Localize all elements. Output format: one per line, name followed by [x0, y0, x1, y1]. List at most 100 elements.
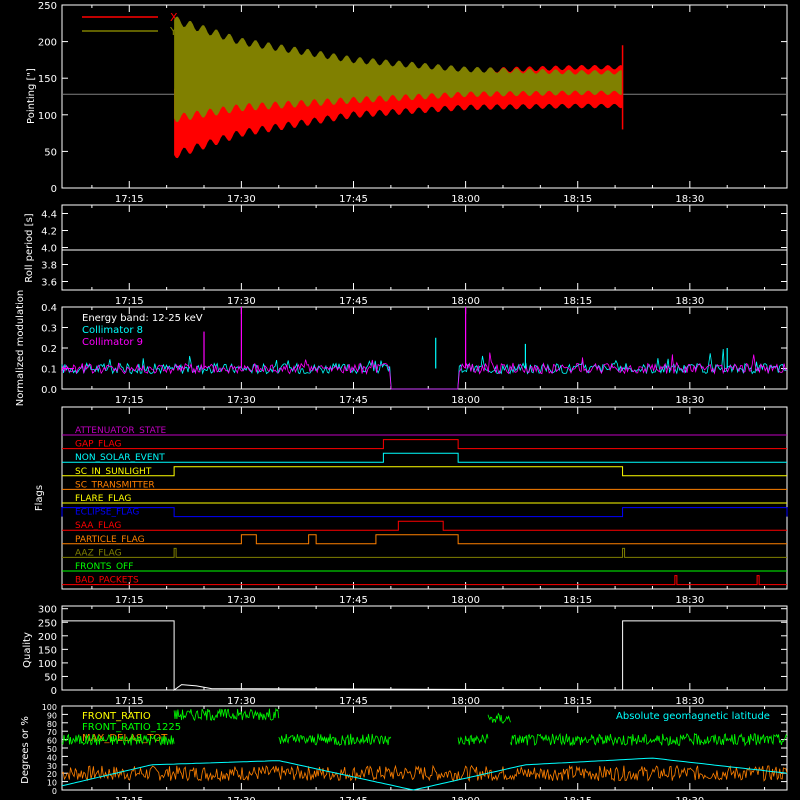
y-tick-label: 70 — [47, 728, 57, 737]
x-tick-label: 18:00 — [451, 796, 480, 800]
geomagnetic-latitude-line — [61, 757, 788, 791]
flag-line — [62, 466, 787, 477]
x-tick-label: 17:15 — [115, 595, 144, 606]
flag-line — [62, 547, 787, 558]
y-tick-label: 10 — [47, 779, 57, 788]
y-tick-label: 250 — [38, 618, 57, 629]
legend-max-delas-tot: MAX_DELAS_TOT — [82, 733, 168, 744]
legend-y-label: Y — [169, 25, 177, 38]
flag-line — [61, 507, 788, 518]
x-tick-label: 17:45 — [339, 796, 368, 800]
y-tick-label: 100 — [42, 703, 57, 712]
pointing-panel: Pointing ["] X Y — [26, 4, 788, 189]
x-tick-label: 17:45 — [339, 395, 368, 406]
y-tick-label: 0 — [51, 686, 57, 697]
y-tick-label: 4.2 — [41, 227, 57, 238]
x-tick-label: 17:45 — [339, 595, 368, 606]
flag-label: NON_SOLAR_EVENT — [75, 453, 165, 463]
roll-ylabel: Roll period [s] — [24, 213, 35, 282]
flag-label: SC_IN_SUNLIGHT — [75, 467, 152, 477]
x-tick-label: 18:30 — [675, 796, 704, 800]
x-tick-label: 18:00 — [451, 696, 480, 707]
legend-x-label: X — [170, 11, 178, 24]
energy-band-label: Energy band: 12-25 keV — [82, 313, 203, 324]
flag-line — [62, 452, 787, 463]
modulation-collimator-9-line — [61, 352, 788, 390]
front-ratio-1225-line — [278, 733, 392, 747]
ratios-ylabel: Degrees or % — [20, 716, 31, 784]
y-tick-label: 30 — [47, 762, 57, 771]
x-tick-label: 18:15 — [563, 595, 592, 606]
y-tick-label: 90 — [47, 711, 57, 720]
flag-label: BAD_PACKETS — [75, 576, 139, 586]
x-tick-label: 17:30 — [227, 395, 256, 406]
flag-line — [62, 439, 787, 450]
flag-line — [62, 534, 787, 545]
y-tick-label: 40 — [47, 753, 57, 762]
y-tick-label: 3.6 — [41, 278, 57, 289]
y-tick-label: 50 — [47, 745, 57, 754]
flag-line — [62, 575, 787, 586]
y-tick-label: 60 — [47, 737, 57, 746]
y-tick-label: 200 — [38, 632, 57, 643]
x-tick-label: 17:30 — [227, 696, 256, 707]
x-tick-label: 18:30 — [675, 296, 704, 307]
x-tick-label: 17:30 — [227, 296, 256, 307]
x-tick-label: 17:30 — [227, 595, 256, 606]
x-tick-label: 18:00 — [451, 194, 480, 205]
x-tick-label: 17:30 — [227, 194, 256, 205]
x-tick-label: 17:30 — [227, 796, 256, 800]
flag-label: SC_TRANSMITTER — [75, 480, 155, 490]
flags-ylabel: Flags — [34, 485, 45, 511]
y-tick-label: 50 — [44, 672, 57, 683]
x-tick-label: 17:45 — [339, 194, 368, 205]
flag-label: FRONTS_OFF — [75, 562, 133, 572]
flag-label: AAZ_FLAG — [75, 548, 122, 558]
flag-label: ECLIPSE_FLAG — [75, 508, 139, 518]
x-tick-label: 18:30 — [675, 696, 704, 707]
y-tick-label: 0.2 — [41, 344, 57, 355]
y-tick-label: 0.4 — [41, 303, 57, 314]
latitude-label: Absolute geomagnetic latitude — [616, 711, 770, 722]
flag-label: GAP_FLAG — [75, 440, 121, 450]
y-tick-label: 300 — [38, 605, 57, 616]
flag-label: PARTICLE_FLAG — [75, 535, 145, 545]
flags-panel: Flags — [34, 406, 788, 590]
front-ratio-1225-line — [61, 733, 175, 746]
pointing-y-envelope — [174, 16, 623, 123]
y-tick-label: 250 — [38, 1, 57, 12]
y-tick-label: 0 — [51, 184, 57, 195]
x-tick-label: 17:15 — [115, 395, 144, 406]
y-tick-label: 4.0 — [41, 244, 57, 255]
x-tick-label: 17:15 — [115, 194, 144, 205]
collimator-9-label: Collimator 9 — [82, 337, 143, 348]
x-tick-label: 18:15 — [563, 296, 592, 307]
flag-label: ATTENUATOR_STATE — [75, 426, 167, 436]
y-tick-label: 150 — [38, 645, 57, 656]
x-tick-label: 17:45 — [339, 296, 368, 307]
y-tick-label: 100 — [38, 111, 57, 122]
x-tick-label: 17:15 — [115, 796, 144, 800]
y-tick-label: 100 — [38, 659, 57, 670]
chart-marks: 17:15 17:30 17:45 18:00 18:15 18:30 17:15 17:30… — [38, 1, 788, 800]
legend-front-ratio: FRONT_RATIO — [82, 711, 151, 722]
x-tick-label: 18:15 — [563, 194, 592, 205]
x-tick-label: 17:45 — [339, 696, 368, 707]
flag-label: SAA_FLAG — [75, 521, 121, 531]
legend-front-ratio-1225: FRONT_RATIO_1225 — [82, 722, 181, 733]
x-tick-label: 18:15 — [563, 696, 592, 707]
y-tick-label: 50 — [44, 147, 57, 158]
quality-ylabel: Quality — [22, 632, 33, 668]
x-tick-label: 18:15 — [563, 796, 592, 800]
front-ratio-1225-line — [510, 732, 788, 747]
y-tick-label: 0.3 — [41, 324, 57, 335]
quality-panel: Quality — [22, 605, 788, 691]
y-tick-label: 150 — [38, 74, 57, 85]
x-tick-label: 17:15 — [115, 296, 144, 307]
y-tick-label: 80 — [47, 720, 57, 729]
x-tick-label: 18:30 — [675, 194, 704, 205]
y-tick-label: 0 — [52, 787, 57, 796]
x-tick-label: 18:30 — [675, 395, 704, 406]
y-tick-label: 4.4 — [41, 210, 57, 221]
modulation-ylabel: Normalized modulation — [15, 290, 26, 407]
